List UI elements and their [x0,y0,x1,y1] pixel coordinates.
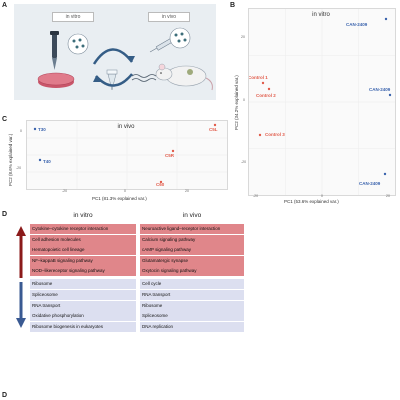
x-axis-label-b: PC1 (53.6% explained var.) [284,199,339,204]
y-tick-c-0: 0 [20,129,22,133]
pathway-row: NOD–likereceptor signaling pathway [30,266,136,277]
pathway-row: RNA transport [30,300,136,311]
point-label: C5L [209,127,218,132]
in-vivo-up-list: Neuroactive ligand–receptor interaction … [140,224,244,277]
panel-letter-d: D [2,211,8,218]
x-tick-b-1: 0 [321,194,323,198]
panel-a-schematic: in vitro in vivo [14,4,216,100]
point-label: CAN-2409 [359,181,381,186]
pca-plot-in-vivo: T30 T40 C5L C5R C60 [26,120,228,190]
pathway-row: Neuroactive ligand–receptor interaction [140,224,244,234]
pathway-row: cAMP signaling pathway [140,245,244,256]
plot-title-in-vivo: in vivo [117,124,135,130]
scatter-point [261,81,265,85]
pathway-row: RNA transport [140,289,244,300]
panel-letter-d2: D [2,392,8,399]
scatter-point [171,149,175,153]
scatter-point [258,133,262,137]
y-tick-b-0: 20 [241,35,245,39]
rna-strand-icon [131,74,157,82]
in-vitro-up-list: Cytokine–cytokine receptor interaction C… [30,224,136,277]
cycle-arrows-icon [92,48,133,87]
pathway-row: Cell cycle [140,279,244,290]
in-vitro-down-list: Ribosome Spliceosome RNA transport Oxida… [30,279,136,332]
pathway-row: Oxytocin signaling pathway [140,266,244,277]
y-tick-b-1: 0 [243,98,245,102]
pathway-row: Cytokine–cytokine receptor interaction [30,224,136,234]
pathway-row: Calcium signaling pathway [140,234,244,245]
scatter-point [384,17,388,21]
scatter-point [267,87,271,91]
virus-circle-icon-right [169,27,191,49]
pca-plot-in-vitro: CAN-2409 CAN-2409 CAN-2409 Control 1 Control… [248,8,396,196]
kegg-pathway-table: in vitro Cytokine–cytokine receptor inte… [16,212,244,332]
pathway-row: NF–kappaB signaling pathway [30,255,136,266]
pca-plot-in-vivo-svg: T30 T40 C5L C5R C60 [27,121,227,189]
pathway-row: Oxidative phosphorylation [30,311,136,322]
point-label: Control 3 [265,132,285,137]
in-vivo-down-list: Cell cycle RNA transport Ribosome Splice… [140,279,244,332]
pca-plot-in-vitro-svg: CAN-2409 CAN-2409 CAN-2409 Control 1 Control… [249,9,395,195]
x-tick-c-1: 0 [124,189,126,193]
in-vitro-pathways: in vitro Cytokine–cytokine receptor inte… [30,212,136,332]
mouse-icon [155,63,213,91]
point-label: Control 1 [249,75,268,80]
point-label: C5R [165,153,175,158]
point-label: C60 [156,182,165,187]
scatter-point [213,123,217,127]
pathway-row: Cell adhesion molecules [30,234,136,245]
x-tick-c-0: -20 [62,189,68,193]
point-label: CAN-2409 [369,87,391,92]
x-tick-b-0: -20 [253,194,259,198]
scatter-point [388,93,392,97]
panel-letter-c: C [2,116,8,123]
x-tick-b-2: 20 [386,194,390,198]
x-axis-label-c: PC1 (81.3% explained var.) [92,196,147,201]
pathway-row: Spliceosome [140,311,244,322]
experiment-schematic [37,27,213,91]
in-vivo-pathways: in vivo Neuroactive ligand–receptor inte… [140,212,244,332]
scatter-point [38,158,42,162]
panel-letter-b: B [230,2,236,9]
in-vitro-column-title: in vitro [73,212,93,219]
centrifuge-tube-icon [106,69,118,91]
down-arrow-icon [16,318,26,328]
point-label: T30 [38,127,46,132]
pathway-row: Ribosome [30,279,136,290]
pathway-row: Glutamatergic synapse [140,255,244,266]
pathway-row: Ribosome biogenesis in eukaryotes [30,321,136,332]
pathway-row: Hematopoietic cell lineage [30,245,136,256]
petri-dish-icon [37,72,75,88]
y-tick-c-1: -20 [16,166,22,170]
in-vivo-label: in vivo [148,12,190,22]
y-axis-label-c: PC2 (8.6% explained var.) [8,133,13,186]
in-vivo-column-title: in vivo [182,212,202,219]
y-tick-b-2: -20 [241,160,247,164]
x-tick-c-2: 20 [185,189,189,193]
virus-circle-icon-left [67,33,89,55]
point-label: T40 [43,159,51,164]
pathway-row: DNA replication [140,321,244,332]
point-label: Control 2 [256,93,276,98]
pathway-row: Spliceosome [30,289,136,300]
pathway-row: Ribosome [140,300,244,311]
y-axis-label-b: PC2 (34.2% explained var.) [234,75,239,130]
scatter-point [383,172,387,176]
up-arrow-icon [16,226,26,236]
scatter-point [33,127,37,131]
panel-letter-a: A [2,2,8,9]
scatter-point [159,180,163,184]
pipette-icon [50,31,59,70]
plot-title-in-vitro: in vitro [312,12,330,18]
in-vitro-label: in vitro [52,12,94,22]
regulation-arrows [16,226,26,328]
point-label: CAN-2409 [346,22,368,27]
